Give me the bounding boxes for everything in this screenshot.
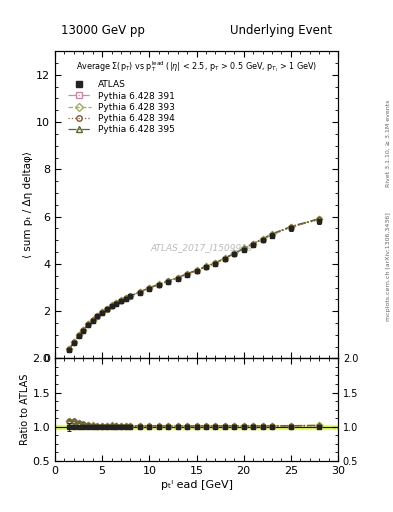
Text: Underlying Event: Underlying Event (230, 25, 332, 37)
Text: Rivet 3.1.10, ≥ 3.1M events: Rivet 3.1.10, ≥ 3.1M events (386, 100, 391, 187)
Legend: ATLAS, Pythia 6.428 391, Pythia 6.428 393, Pythia 6.428 394, Pythia 6.428 395: ATLAS, Pythia 6.428 391, Pythia 6.428 39… (68, 80, 175, 134)
Y-axis label: Ratio to ATLAS: Ratio to ATLAS (20, 374, 29, 445)
Bar (55, 424, 338, 429)
Text: Average $\Sigma$(p$_\mathrm{T}$) vs p$_\mathrm{T}^\mathrm{lead}$ (|$\eta$| < 2.5: Average $\Sigma$(p$_\mathrm{T}$) vs p$_\… (76, 59, 317, 74)
Text: ATLAS_2017_I1509919: ATLAS_2017_I1509919 (151, 243, 253, 252)
X-axis label: pₜˡ ead [GeV]: pₜˡ ead [GeV] (160, 480, 233, 490)
Text: 13000 GeV pp: 13000 GeV pp (61, 25, 145, 37)
Y-axis label: ⟨ sum pₜ / Δη deltaφ⟩: ⟨ sum pₜ / Δη deltaφ⟩ (23, 152, 33, 258)
Text: mcplots.cern.ch [arXiv:1306.3436]: mcplots.cern.ch [arXiv:1306.3436] (386, 212, 391, 321)
